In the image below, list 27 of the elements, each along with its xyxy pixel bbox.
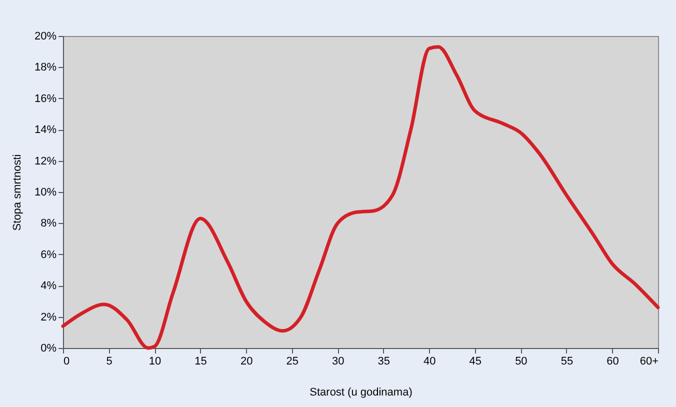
x-tick-label: 0 (64, 356, 70, 368)
y-tick-label: 8% (40, 218, 57, 230)
x-tick-label: 25 (286, 356, 298, 368)
y-tick-label: 2% (40, 311, 57, 324)
x-tick-label: 15 (194, 356, 207, 368)
y-tick-label: 4% (40, 280, 57, 292)
x-tick-label: 55 (560, 356, 574, 368)
y-tick-label: 12% (34, 155, 57, 168)
y-tick-label: 20% (34, 30, 57, 42)
x-axis-title: Starost (u godinama) (310, 386, 412, 398)
y-tick-label: 10% (34, 186, 57, 198)
y-axis-title: Stopa smrtnosti (11, 154, 24, 231)
y-tick-label: 0% (40, 342, 57, 354)
y-tick-label: 16% (34, 92, 57, 105)
x-tick-label: 30 (332, 356, 344, 368)
x-tick-label: 40 (424, 356, 436, 368)
x-tick-label: 5 (106, 356, 112, 368)
x-tick-label: 60+ (640, 356, 658, 368)
x-tick-label: 35 (378, 356, 390, 368)
x-tick-label: 45 (469, 356, 482, 368)
x-tick-label: 20 (240, 356, 253, 368)
y-tick-label: 14% (34, 124, 57, 136)
x-tick-label: 10 (148, 356, 162, 368)
x-tick-label: 60 (606, 356, 619, 368)
y-tick-label: 18% (34, 62, 57, 74)
y-tick-label: 6% (40, 248, 57, 261)
x-tick-label: 50 (515, 356, 528, 368)
